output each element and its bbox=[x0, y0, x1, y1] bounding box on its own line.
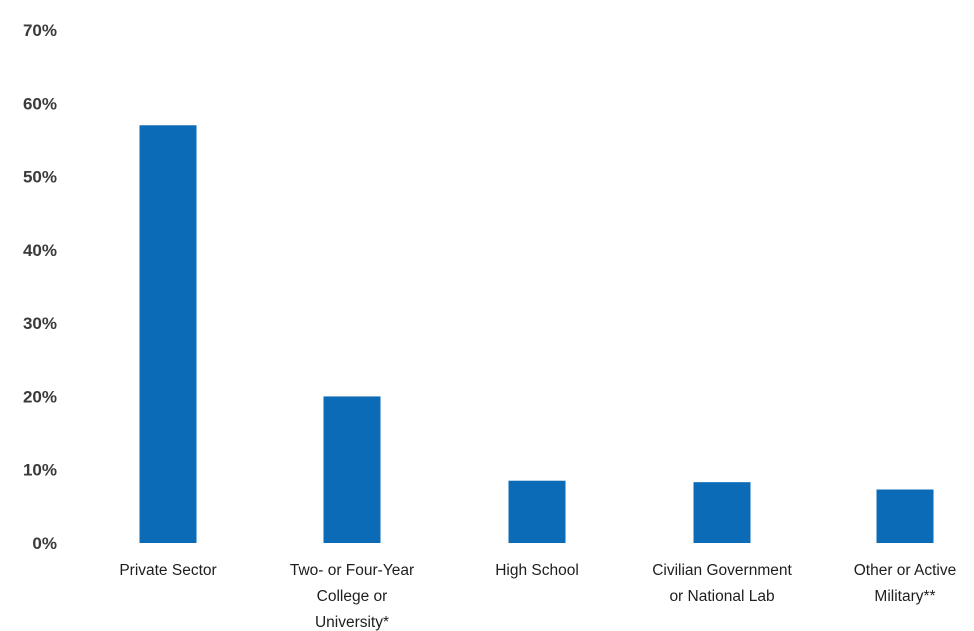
y-tick-label: 50% bbox=[23, 168, 57, 187]
x-category-label: Civilian Government or National Lab bbox=[652, 562, 792, 605]
x-category-label-line: Military** bbox=[874, 588, 935, 605]
bar bbox=[508, 480, 566, 543]
x-category-label-line: Private Sector bbox=[119, 562, 216, 579]
x-category-label-line: Other or Active bbox=[854, 562, 957, 579]
y-tick-label: 0% bbox=[32, 534, 57, 553]
y-tick-label: 10% bbox=[23, 461, 57, 480]
x-category-label: Other or Active Military** bbox=[854, 562, 957, 605]
bar bbox=[323, 396, 381, 543]
y-tick-label: 40% bbox=[23, 241, 57, 260]
bar bbox=[693, 482, 751, 543]
y-axis: 0% 10% 20% 30% 40% 50% 60% 70% bbox=[23, 21, 57, 553]
bars bbox=[139, 125, 934, 544]
x-category-label-line: Two- or Four-Year bbox=[290, 562, 414, 579]
x-category-label: Private Sector bbox=[119, 562, 216, 579]
bar bbox=[139, 125, 197, 544]
x-axis: Private Sector Two- or Four-Year College o… bbox=[119, 562, 956, 631]
x-category-label-line: High School bbox=[495, 562, 579, 579]
x-category-label-line: College or bbox=[317, 588, 388, 605]
x-category-label: High School bbox=[495, 562, 579, 579]
x-category-label-line: Civilian Government bbox=[652, 562, 792, 579]
y-tick-label: 70% bbox=[23, 21, 57, 40]
y-tick-label: 30% bbox=[23, 314, 57, 333]
x-category-label-line: or National Lab bbox=[669, 588, 774, 605]
y-tick-label: 60% bbox=[23, 94, 57, 113]
y-tick-label: 20% bbox=[23, 387, 57, 406]
x-category-label: Two- or Four-Year College or University* bbox=[290, 562, 414, 631]
x-category-label-line: University* bbox=[315, 614, 389, 631]
bar bbox=[876, 489, 934, 543]
